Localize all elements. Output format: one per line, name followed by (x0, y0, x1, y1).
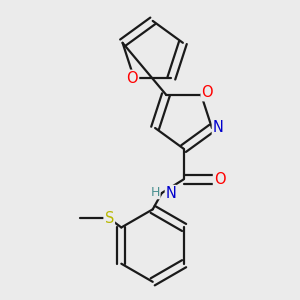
Text: N: N (165, 185, 176, 200)
Text: O: O (214, 172, 226, 187)
Text: O: O (202, 85, 213, 100)
Text: S: S (104, 211, 114, 226)
Text: O: O (127, 71, 138, 86)
Text: H: H (151, 186, 160, 199)
Text: N: N (213, 121, 224, 136)
